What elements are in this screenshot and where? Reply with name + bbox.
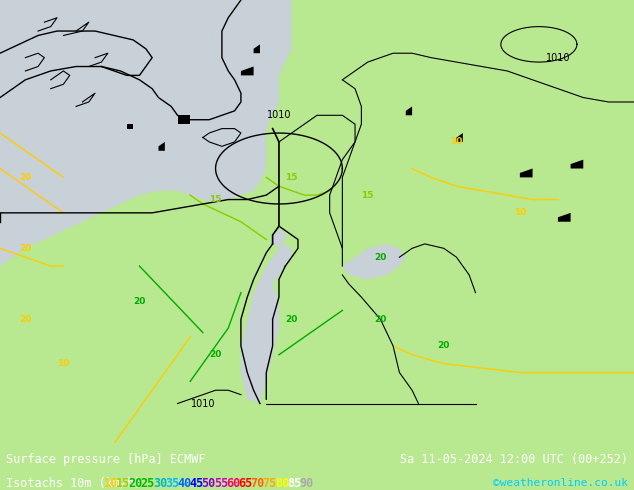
Polygon shape (456, 133, 463, 142)
Text: 80: 80 (275, 476, 289, 490)
Text: 50: 50 (202, 476, 216, 490)
Text: 60: 60 (226, 476, 240, 490)
Text: 20: 20 (374, 253, 387, 262)
Polygon shape (520, 169, 533, 177)
Polygon shape (0, 0, 292, 266)
Text: 20: 20 (437, 342, 450, 350)
Text: 20: 20 (285, 315, 298, 324)
Text: 20: 20 (209, 350, 222, 359)
Text: 20: 20 (374, 315, 387, 324)
Text: 15: 15 (285, 173, 298, 182)
Text: ©weatheronline.co.uk: ©weatheronline.co.uk (493, 478, 628, 488)
Text: 15: 15 (361, 191, 374, 199)
Text: 1010: 1010 (546, 52, 570, 63)
Text: 20: 20 (19, 244, 32, 253)
Text: 20: 20 (19, 315, 32, 324)
Text: 75: 75 (262, 476, 277, 490)
Text: Sa 11-05-2024 12:00 UTC (00+252): Sa 11-05-2024 12:00 UTC (00+252) (399, 453, 628, 466)
Text: 20: 20 (133, 297, 146, 306)
Polygon shape (571, 160, 583, 169)
Text: 20: 20 (19, 173, 32, 182)
Text: 15: 15 (116, 476, 131, 490)
Text: 10: 10 (450, 137, 463, 147)
Polygon shape (273, 231, 285, 248)
Text: 55: 55 (214, 476, 228, 490)
Text: 1010: 1010 (191, 398, 215, 409)
Text: 10: 10 (104, 476, 118, 490)
Polygon shape (127, 124, 133, 128)
Polygon shape (342, 244, 406, 279)
Text: 35: 35 (165, 476, 179, 490)
Polygon shape (558, 213, 571, 221)
Text: 25: 25 (141, 476, 155, 490)
Text: 45: 45 (190, 476, 204, 490)
Text: 70: 70 (250, 476, 264, 490)
Polygon shape (254, 44, 260, 53)
Text: 15: 15 (209, 195, 222, 204)
Text: 1010: 1010 (267, 110, 291, 121)
Polygon shape (241, 244, 292, 404)
Polygon shape (178, 115, 190, 124)
Text: 20: 20 (128, 476, 143, 490)
Polygon shape (0, 0, 228, 213)
Polygon shape (241, 67, 254, 75)
Text: Isotachs 10m (km/h): Isotachs 10m (km/h) (6, 476, 149, 490)
Text: 10: 10 (57, 359, 70, 368)
Text: 10: 10 (514, 208, 526, 218)
Text: Surface pressure [hPa] ECMWF: Surface pressure [hPa] ECMWF (6, 453, 206, 466)
Text: 65: 65 (238, 476, 252, 490)
Text: 40: 40 (177, 476, 191, 490)
Text: 30: 30 (153, 476, 167, 490)
Text: 90: 90 (299, 476, 313, 490)
Polygon shape (158, 142, 165, 151)
Polygon shape (406, 106, 412, 115)
Text: 85: 85 (287, 476, 301, 490)
